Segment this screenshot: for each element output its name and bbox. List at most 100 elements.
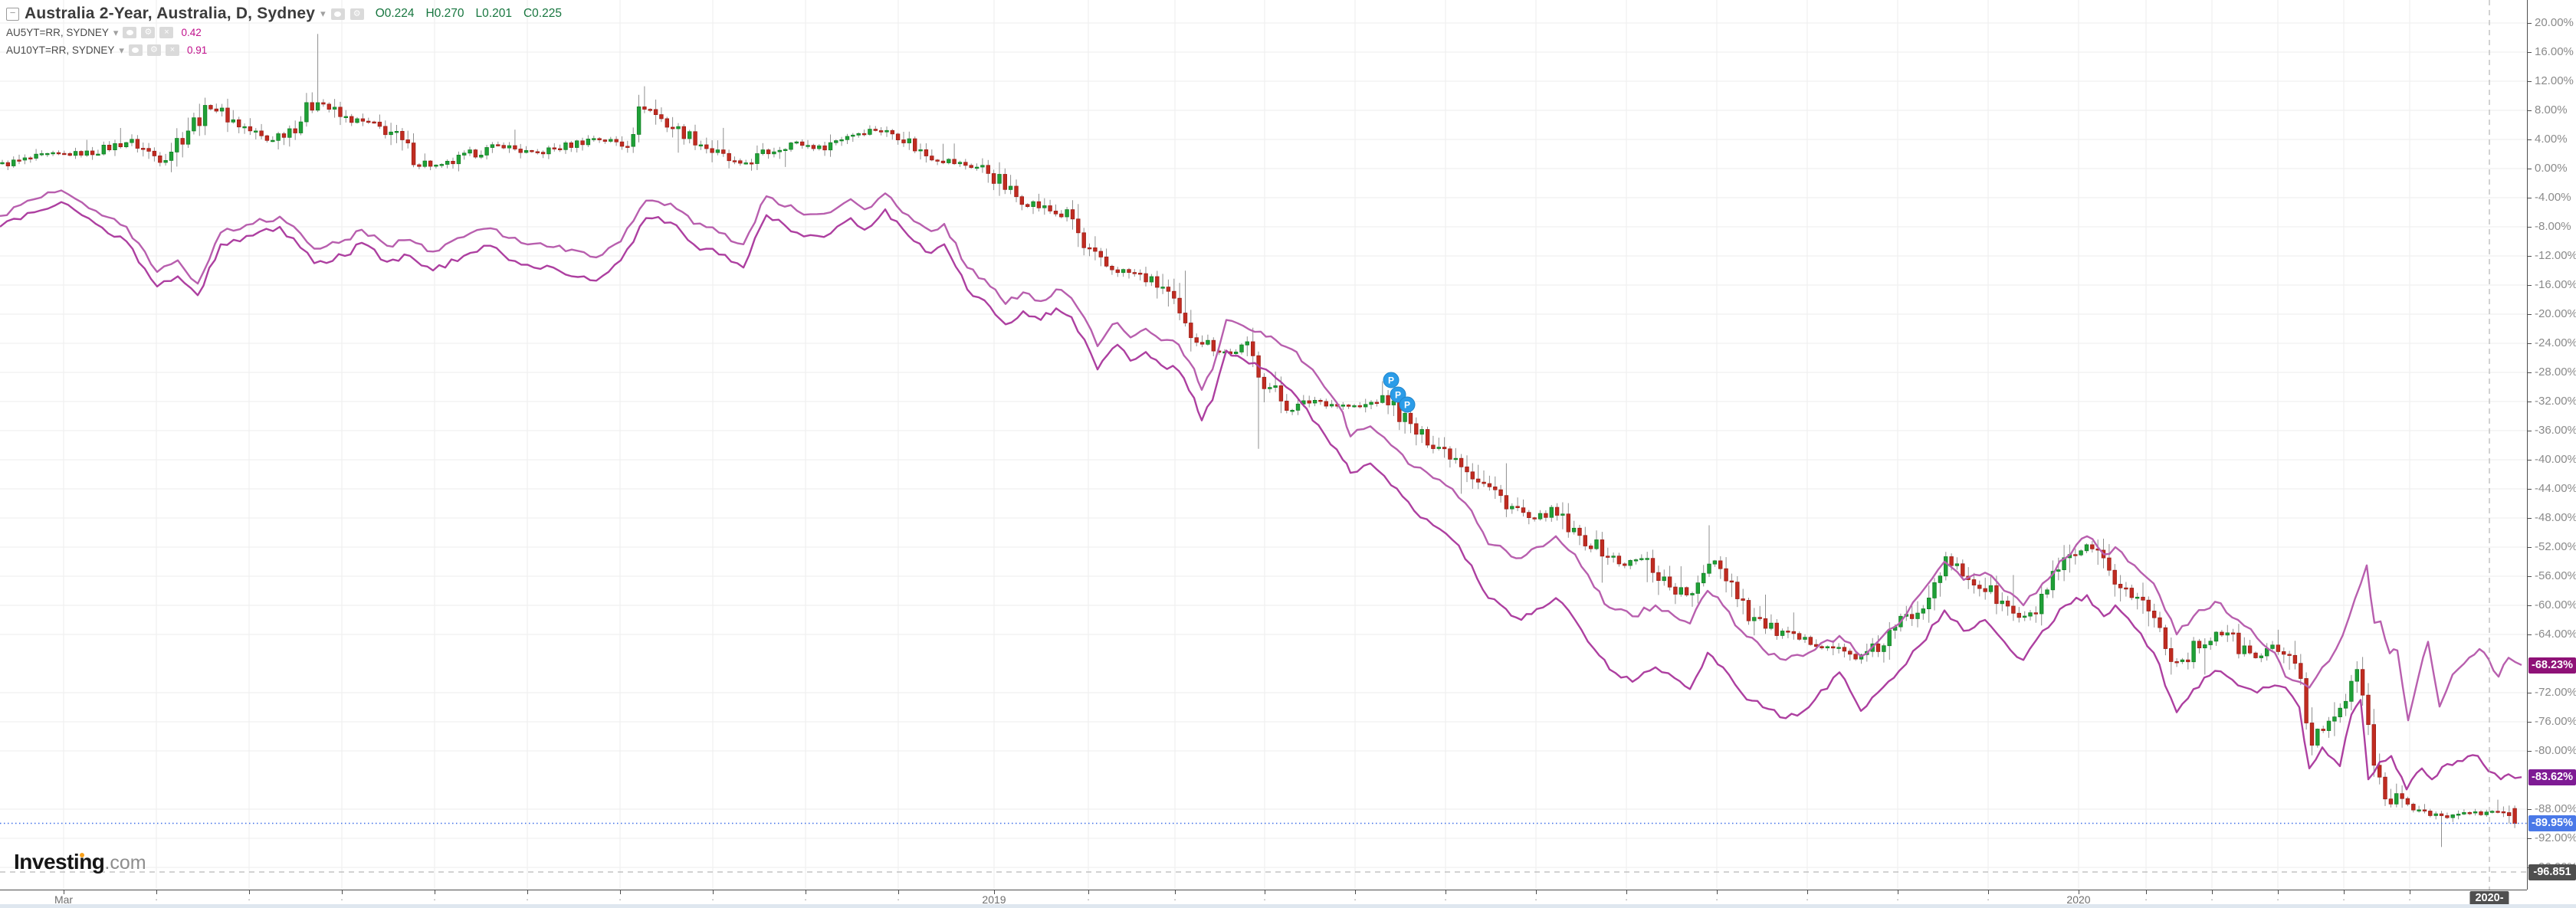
time-tick-label: .	[1715, 891, 1718, 903]
eye-icon[interactable]	[330, 8, 345, 20]
time-tick-mark	[1536, 890, 1537, 894]
time-tick-label: .	[897, 891, 900, 903]
price-label-last-price: -89.95%	[2528, 815, 2576, 832]
price-tick-mark	[2528, 22, 2532, 24]
eye-icon[interactable]	[128, 44, 143, 56]
published-idea-marker[interactable]: P	[1390, 386, 1406, 403]
price-tick-label: -40.00%	[2535, 453, 2576, 466]
time-tick-mark	[2146, 890, 2147, 894]
time-tick-label: .	[2342, 891, 2345, 903]
logo-orange-dot	[80, 853, 84, 857]
published-idea-marker[interactable]: P	[1399, 396, 1416, 413]
legend-panel: − Australia 2-Year, Australia, D, Sydney…	[6, 4, 562, 59]
high-value: H0.270	[425, 7, 464, 20]
price-tick-label: -80.00%	[2535, 744, 2576, 757]
ohlc-values: O0.224 H0.270 L0.201 C0.225	[376, 7, 562, 21]
time-tick-label: Mar	[54, 893, 74, 906]
time-tick-mark	[1626, 890, 1627, 894]
time-tick-label: .	[1987, 891, 1990, 903]
price-tick-label: -56.00%	[2535, 569, 2576, 582]
svg-text:P: P	[1395, 390, 1401, 401]
time-tick-mark	[1988, 890, 1989, 894]
gear-icon[interactable]: ⚙	[141, 27, 156, 38]
price-tick-mark	[2528, 226, 2532, 228]
price-tick-label: -60.00%	[2535, 598, 2576, 611]
price-tick-label: 16.00%	[2535, 45, 2574, 58]
price-tick-label: -32.00%	[2535, 395, 2576, 408]
price-tick-label: -92.00%	[2535, 831, 2576, 844]
time-tick-mark	[898, 890, 899, 894]
time-tick-label: .	[1534, 891, 1537, 903]
price-chart-plot[interactable]: PPP	[0, 0, 2527, 890]
collapse-icon[interactable]: −	[6, 7, 19, 21]
time-tick-mark	[249, 890, 250, 894]
price-tick-mark	[2528, 110, 2532, 111]
price-tick-label: -36.00%	[2535, 424, 2576, 437]
published-idea-marker[interactable]: P	[1383, 372, 1400, 388]
price-tick-label: 12.00%	[2535, 74, 2574, 87]
price-tick-mark	[2528, 575, 2532, 577]
gear-icon[interactable]: ⚙	[146, 44, 161, 56]
eye-icon[interactable]	[123, 27, 137, 38]
au5yt-line[interactable]	[0, 201, 2522, 791]
price-tick-label: -24.00%	[2535, 336, 2576, 349]
au10yt-line[interactable]	[0, 189, 2522, 722]
price-tick-label: -64.00%	[2535, 628, 2576, 641]
price-tick-mark	[2528, 750, 2532, 752]
open-value: O0.224	[375, 7, 415, 20]
symbol-title[interactable]: Australia 2-Year, Australia, D, Sydney	[25, 5, 316, 22]
window-bottom-strip	[0, 904, 2576, 908]
price-tick-mark	[2528, 284, 2532, 286]
price-tick-mark	[2528, 313, 2532, 315]
price-tick-label: -44.00%	[2535, 482, 2576, 495]
chevron-down-icon[interactable]: ▾	[320, 8, 326, 19]
time-tick-label: .	[1896, 891, 1899, 903]
time-tick-label: .	[619, 891, 622, 903]
chevron-down-icon[interactable]: ▾	[113, 26, 119, 38]
time-tick-mark	[1088, 890, 1089, 894]
chevron-down-icon[interactable]: ▾	[119, 44, 124, 56]
price-tick-mark	[2528, 255, 2532, 257]
price-tick-label: -28.00%	[2535, 365, 2576, 379]
price-tick-mark	[2528, 139, 2532, 140]
candlestick-series[interactable]	[0, 34, 2517, 847]
price-tick-label: -48.00%	[2535, 511, 2576, 524]
price-tick-label: -4.00%	[2535, 191, 2571, 204]
time-tick-label: .	[2144, 891, 2148, 903]
price-axis[interactable]: 20.00% 16.00% 12.00% 8.00% 4.00% 0.00% -4.00% -…	[2527, 0, 2576, 890]
series-name: AU5YT=RR, SYDNEY	[6, 27, 109, 38]
idea-markers: PPP	[1383, 372, 1416, 413]
close-icon[interactable]: ×	[159, 27, 174, 38]
time-tick-mark	[2344, 890, 2345, 894]
crosshair-price-label: -96.851	[2528, 864, 2576, 880]
price-tick-mark	[2528, 488, 2532, 490]
time-tick-label: .	[1263, 891, 1266, 903]
price-tick-label: -72.00%	[2535, 686, 2576, 699]
series-value: 0.91	[186, 44, 208, 56]
time-tick-mark	[1717, 890, 1718, 894]
time-tick-label: .	[248, 891, 251, 903]
time-tick-mark	[156, 890, 157, 894]
price-tick-label: 4.00%	[2535, 133, 2568, 146]
time-tick-mark	[713, 890, 714, 894]
close-icon[interactable]: ×	[165, 44, 179, 56]
time-tick-mark	[2278, 890, 2279, 894]
time-tick-label: .	[2210, 891, 2213, 903]
gear-icon[interactable]: ⚙	[349, 8, 364, 20]
price-tick-mark	[2528, 838, 2532, 839]
series-value: 0.42	[181, 27, 202, 38]
legend-row-au5yt: AU5YT=RR, SYDNEY ▾ ⚙ × 0.42	[6, 24, 562, 41]
time-tick-mark	[527, 890, 528, 894]
price-tick-mark	[2528, 80, 2532, 82]
time-tick-label: .	[1173, 891, 1176, 903]
crosshair	[0, 0, 2527, 890]
time-tick-label: .	[804, 891, 807, 903]
time-tick-label: .	[1806, 891, 1809, 903]
time-tick-label: .	[2276, 891, 2279, 903]
legend-row-au10yt: AU10YT=RR, SYDNEY ▾ ⚙ × 0.91	[6, 41, 562, 59]
time-tick-label: .	[711, 891, 714, 903]
time-tick-label: .	[1625, 891, 1628, 903]
price-tick-mark	[2528, 343, 2532, 344]
time-tick-label: 2019	[982, 893, 1006, 906]
price-tick-mark	[2528, 517, 2532, 519]
